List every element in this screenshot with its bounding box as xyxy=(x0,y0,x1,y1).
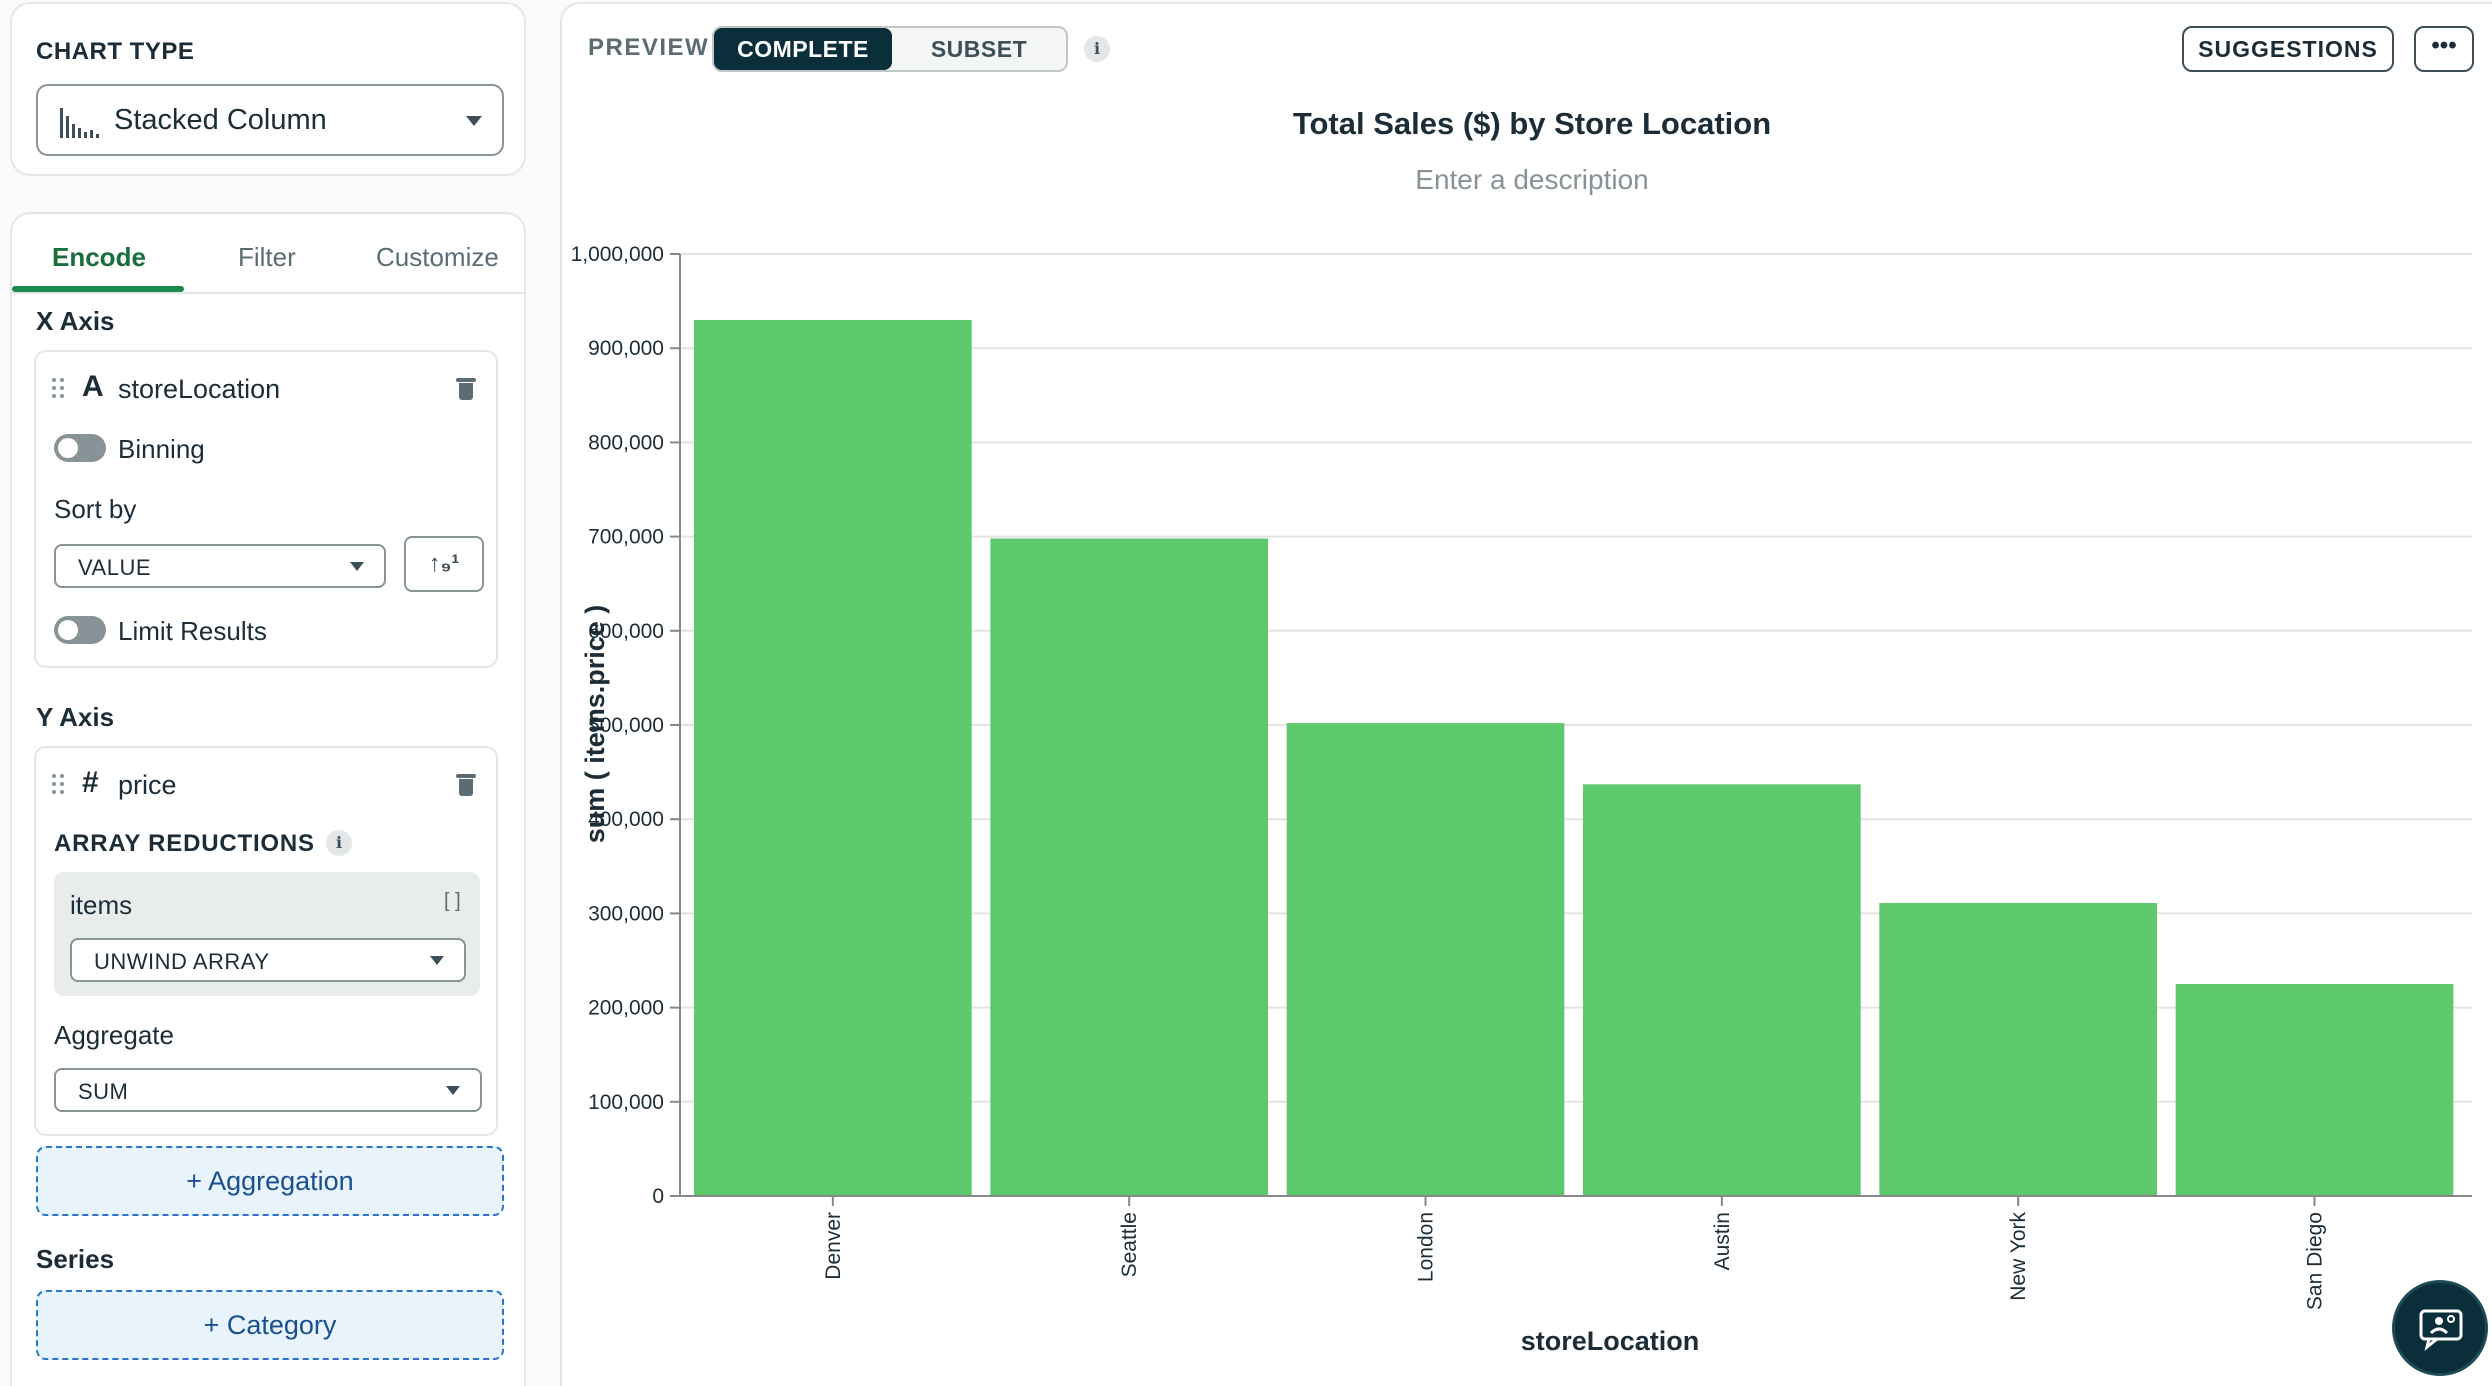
x-axis-field-card: A storeLocation Binning Sort by VALUE ↑₉… xyxy=(34,350,498,668)
y-tick-label: 400,000 xyxy=(588,808,664,831)
x-tick-label: Austin xyxy=(1711,1212,1734,1270)
chevron-down-icon xyxy=(446,1086,460,1095)
bar-san-diego[interactable] xyxy=(2175,984,2454,1196)
limit-results-toggle[interactable] xyxy=(54,616,106,644)
x-axis-field-name: storeLocation xyxy=(118,374,281,404)
info-icon[interactable]: i xyxy=(1084,36,1110,62)
x-tick-label: Seattle xyxy=(1118,1212,1141,1277)
drag-handle-icon[interactable] xyxy=(52,774,66,796)
aggregate-select[interactable]: SUM xyxy=(54,1068,482,1112)
trash-icon[interactable] xyxy=(456,376,476,400)
x-tick-label: San Diego xyxy=(2304,1212,2327,1310)
more-dots-icon: ••• xyxy=(2431,32,2457,59)
number-type-icon: # xyxy=(82,766,99,799)
array-reduction-value: UNWIND ARRAY xyxy=(94,949,270,974)
sort-by-label: Sort by xyxy=(54,494,137,524)
bar-new-york[interactable] xyxy=(1879,903,2157,1196)
y-tick-label: 800,000 xyxy=(588,431,664,454)
y-tick-label: 0 xyxy=(652,1185,664,1208)
y-tick-label: 700,000 xyxy=(588,526,664,549)
bar-seattle[interactable] xyxy=(990,538,1268,1196)
tab-encode[interactable]: Encode xyxy=(52,242,146,272)
x-axis-title: X Axis xyxy=(36,306,115,336)
y-tick-label: 600,000 xyxy=(588,620,664,643)
trash-icon[interactable] xyxy=(456,772,476,796)
segment-subset[interactable]: SUBSET xyxy=(930,36,1028,62)
preview-panel: PREVIEW COMPLETE SUBSET i SUGGESTIONS ••… xyxy=(560,2,2492,1386)
y-tick-label: 200,000 xyxy=(588,997,664,1020)
bar-austin[interactable] xyxy=(1583,784,1861,1196)
y-tick-label: 900,000 xyxy=(588,337,664,360)
chart-type-title: CHART TYPE xyxy=(36,38,195,65)
y-axis-field-card: # price ARRAY REDUCTIONS i items [ ] UNW… xyxy=(34,746,498,1136)
array-icon: [ ] xyxy=(444,890,461,912)
bar-london[interactable] xyxy=(1286,723,1565,1196)
x-tick-label: Denver xyxy=(822,1212,845,1280)
chart-type-select[interactable]: Stacked Column xyxy=(36,84,504,156)
binning-toggle[interactable] xyxy=(54,434,106,462)
chart-type-card: CHART TYPE Stacked Column xyxy=(10,2,526,176)
more-options-button[interactable]: ••• xyxy=(2414,26,2474,72)
x-tick-label: London xyxy=(1415,1212,1438,1282)
array-reductions-label: ARRAY REDUCTIONS xyxy=(54,830,315,857)
y-axis-field-name: price xyxy=(118,770,177,800)
y-axis-title: Y Axis xyxy=(36,702,115,732)
tab-customize[interactable]: Customize xyxy=(376,242,499,272)
info-icon[interactable]: i xyxy=(326,830,352,856)
preview-mode-toggle: COMPLETE SUBSET xyxy=(712,26,1068,72)
limit-results-label: Limit Results xyxy=(118,616,267,646)
add-category-button[interactable]: + Category xyxy=(36,1290,504,1360)
preview-label: PREVIEW xyxy=(588,34,710,61)
chat-support-icon xyxy=(2419,1309,2463,1351)
y-tick-label: 100,000 xyxy=(588,1091,664,1114)
sort-by-value: VALUE xyxy=(78,555,152,580)
aggregate-value: SUM xyxy=(78,1079,129,1104)
sort-direction-button[interactable]: ↑₉¹ xyxy=(404,536,484,592)
encode-panel: Encode Filter Customize X Axis A storeLo… xyxy=(10,212,526,1386)
drag-handle-icon[interactable] xyxy=(52,378,66,400)
y-tick-label: 300,000 xyxy=(588,902,664,925)
chevron-down-icon xyxy=(466,116,482,126)
stacked-column-chart-icon xyxy=(60,108,99,138)
chart-type-value: Stacked Column xyxy=(114,103,327,136)
binning-label: Binning xyxy=(118,434,205,464)
sort-ascending-icon: ↑₉¹ xyxy=(428,550,460,577)
y-axis-title[interactable]: sum ( items.price ) xyxy=(580,605,610,844)
chat-support-button[interactable] xyxy=(2392,1280,2488,1376)
chevron-down-icon xyxy=(350,562,364,571)
segment-complete[interactable]: COMPLETE xyxy=(714,28,892,70)
series-title: Series xyxy=(36,1244,115,1274)
sort-by-select[interactable]: VALUE xyxy=(54,544,386,588)
bar-denver[interactable] xyxy=(694,319,972,1196)
chart-title[interactable]: Total Sales ($) by Store Location xyxy=(1292,106,1772,141)
y-tick-label: 500,000 xyxy=(588,714,664,737)
active-tab-indicator xyxy=(12,286,184,292)
array-reduction-box: items [ ] UNWIND ARRAY xyxy=(54,872,480,996)
bar-chart: 0 100,000 200,000 300,000 400,000 500,000 600,… xyxy=(571,243,2472,1356)
add-aggregation-button[interactable]: + Aggregation xyxy=(36,1146,504,1216)
string-type-icon: A xyxy=(82,370,104,403)
suggestions-button[interactable]: SUGGESTIONS xyxy=(2182,26,2394,72)
aggregate-label: Aggregate xyxy=(54,1020,174,1050)
x-tick-label: New York xyxy=(2007,1212,2030,1301)
x-axis-title[interactable]: storeLocation xyxy=(1521,1326,1700,1356)
reduction-field-name: items xyxy=(70,890,133,920)
y-tick-label: 1,000,000 xyxy=(571,243,664,266)
tab-divider xyxy=(12,292,524,294)
chart-description[interactable]: Enter a description xyxy=(1415,164,1649,195)
chevron-down-icon xyxy=(430,956,444,965)
tab-filter[interactable]: Filter xyxy=(238,242,296,272)
array-reduction-select[interactable]: UNWIND ARRAY xyxy=(70,938,466,982)
